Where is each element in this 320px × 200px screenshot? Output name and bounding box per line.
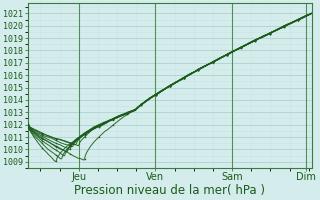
X-axis label: Pression niveau de la mer( hPa ): Pression niveau de la mer( hPa ) (74, 184, 265, 197)
